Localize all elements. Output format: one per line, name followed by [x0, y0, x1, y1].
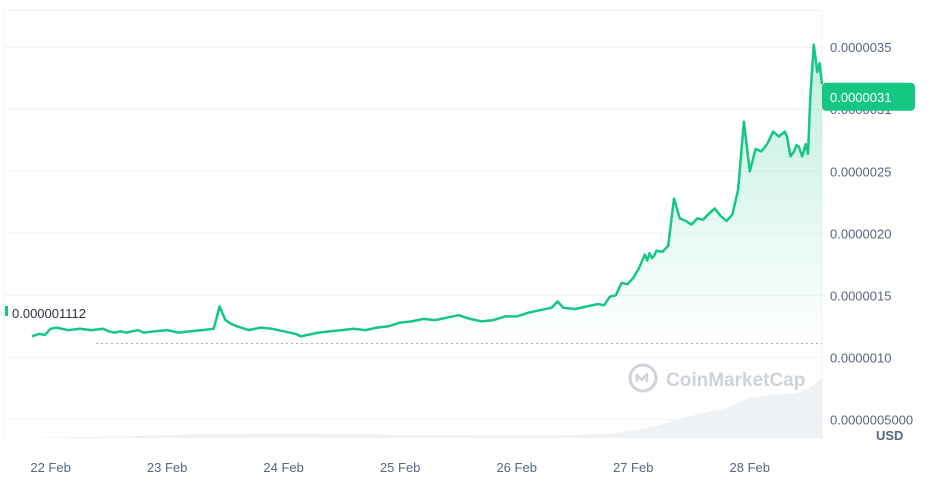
x-tick-label: 28 Feb	[730, 460, 770, 475]
open-price-label: 0.000001112	[12, 306, 86, 321]
y-tick-label: 0.0000025	[830, 164, 891, 179]
x-axis: 22 Feb 23 Feb 24 Feb 25 Feb 26 Feb 27 Feb 28 F…	[30, 460, 770, 475]
watermark-text: CoinMarketCap	[666, 370, 805, 391]
current-price-badge: 0.0000031	[822, 82, 915, 111]
current-price-badge-bg	[822, 82, 915, 111]
y-tick-label: 0.0000035	[830, 40, 891, 55]
grid-lines	[3, 9, 823, 438]
y-tick-label: 0.0000015	[830, 288, 891, 303]
coinmarketcap-logo-icon	[628, 363, 658, 393]
watermark: CoinMarketCap	[628, 363, 805, 393]
price-area-fill	[32, 44, 822, 344]
volume-bars	[4, 378, 822, 438]
current-price-label: 0.0000031	[830, 90, 891, 105]
x-tick-label: 27 Feb	[613, 460, 653, 475]
currency-label: USD	[876, 428, 903, 443]
y-axis: 0.0000035 0.0000031 0.0000025 0.0000020 0.00…	[830, 40, 913, 427]
volume-area	[4, 378, 822, 438]
open-price-marker: 0.000001112	[5, 306, 86, 321]
x-tick-label: 25 Feb	[380, 460, 420, 475]
x-tick-label: 23 Feb	[147, 460, 187, 475]
y-tick-label: 0.0000020	[830, 226, 891, 241]
y-tick-label: 0.0000010	[830, 350, 891, 365]
x-tick-label: 22 Feb	[30, 460, 70, 475]
x-tick-label: 24 Feb	[263, 460, 303, 475]
price-line	[31, 43, 824, 338]
x-tick-label: 26 Feb	[496, 460, 536, 475]
open-price-dot	[5, 306, 8, 316]
y-tick-label: 0.0000005000	[830, 412, 913, 427]
